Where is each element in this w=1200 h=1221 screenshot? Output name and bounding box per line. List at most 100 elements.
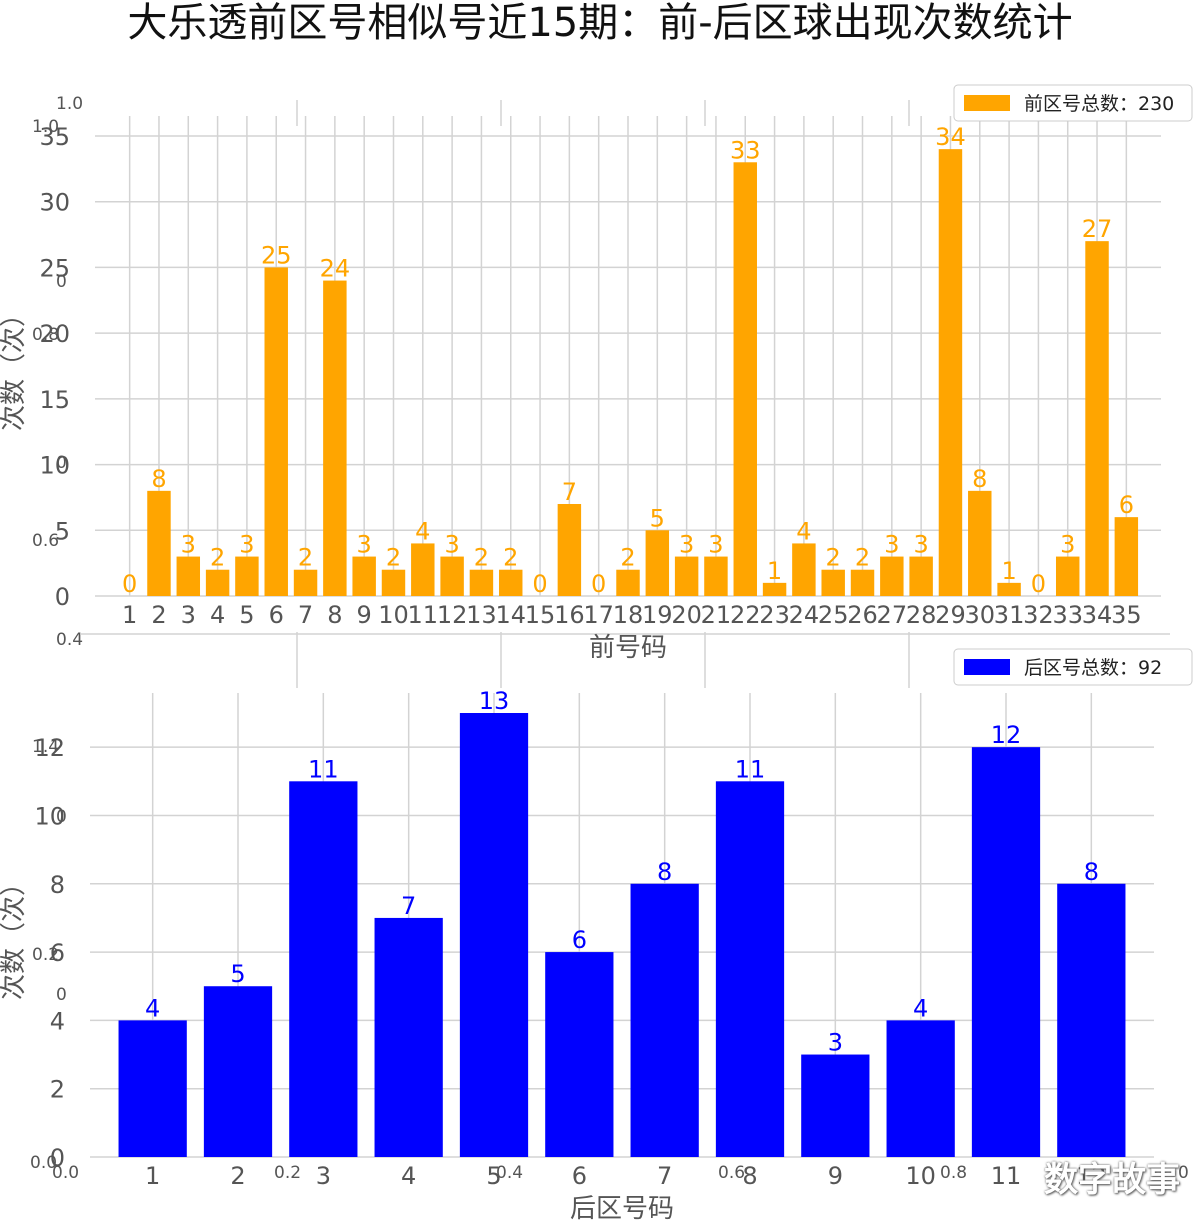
bar bbox=[616, 569, 640, 596]
data-label: 3 bbox=[444, 531, 459, 559]
y-axis-label: 次数（次） bbox=[0, 301, 29, 431]
x-tick-label: 4 bbox=[210, 601, 225, 629]
y-tick-label: 15 bbox=[39, 386, 70, 414]
bar bbox=[499, 569, 523, 596]
bar bbox=[909, 556, 933, 596]
x-tick-label: 5 bbox=[239, 601, 254, 629]
data-label: 11 bbox=[308, 755, 339, 783]
bar bbox=[821, 569, 845, 596]
bar bbox=[630, 883, 699, 1157]
data-label: 3 bbox=[181, 531, 196, 559]
stray-tick: 0.6 bbox=[32, 531, 59, 551]
back-zone-chart: 0 2 4 6 8 10 12 4 1 5 2 11 3 7 4 13 5 6 6 8 7 11 8 3 9 4 10 12 11 8 12… bbox=[0, 648, 1193, 1221]
stray-tick: 0.6 bbox=[718, 1163, 745, 1183]
data-label: 4 bbox=[145, 994, 160, 1022]
data-label: 3 bbox=[884, 531, 899, 559]
stray-tick: 0.4 bbox=[56, 630, 83, 650]
x-tick-label: 7 bbox=[298, 601, 313, 629]
y-tick-label: 20 bbox=[39, 320, 70, 348]
x-tick-label: 30 bbox=[964, 601, 995, 629]
data-label: 27 bbox=[1082, 215, 1113, 243]
x-tick-label: 2 bbox=[151, 601, 166, 629]
y-tick-label: 0 bbox=[55, 583, 70, 611]
x-axis-label: 前号码 bbox=[589, 633, 667, 663]
x-tick-label: 10 bbox=[905, 1162, 936, 1190]
y-tick-label: 10 bbox=[39, 452, 70, 480]
x-tick-label: 23 bbox=[759, 601, 790, 629]
x-tick-label: 1 bbox=[145, 1162, 160, 1190]
x-axis-label: 后区号码 bbox=[570, 1194, 674, 1221]
data-label: 3 bbox=[914, 531, 929, 559]
stray-ticks-bottom: 1.4 0 0.2 0 0.0 0.0 0.2 0.4 0.6 0.8 0 bbox=[30, 737, 1189, 1183]
data-label: 11 bbox=[735, 755, 766, 783]
x-tick-label: 25 bbox=[818, 601, 849, 629]
stray-tick: 1.0 bbox=[32, 117, 59, 137]
data-label: 2 bbox=[474, 544, 489, 572]
data-label: 0 bbox=[532, 570, 547, 598]
x-tick-label: 28 bbox=[906, 601, 937, 629]
data-label: 4 bbox=[913, 994, 928, 1022]
x-tick-label: 1 bbox=[122, 601, 137, 629]
front-zone-chart: 0510152025303501823324352562724839210411… bbox=[0, 84, 1193, 663]
bar bbox=[374, 917, 443, 1157]
y-tick-label: 25 bbox=[39, 254, 70, 282]
x-tick-label: 24 bbox=[789, 601, 820, 629]
data-label: 6 bbox=[572, 926, 587, 954]
bar bbox=[352, 556, 376, 596]
x-tick-label: 34 bbox=[1082, 601, 1113, 629]
bar bbox=[733, 162, 757, 597]
data-label: 2 bbox=[298, 544, 313, 572]
x-tick-label: 27 bbox=[877, 601, 908, 629]
legend: 前区号总数：230 bbox=[953, 84, 1193, 122]
bar bbox=[459, 713, 529, 1157]
x-tick-label: 3 bbox=[316, 1162, 331, 1190]
bar bbox=[645, 530, 670, 596]
data-label: 2 bbox=[620, 544, 635, 572]
x-tick-label: 5 bbox=[486, 1162, 501, 1190]
bar bbox=[886, 1020, 955, 1157]
data-label: 12 bbox=[991, 721, 1022, 749]
x-tick-label: 20 bbox=[671, 601, 702, 629]
x-tick-label: 12 bbox=[437, 601, 468, 629]
data-label: 3 bbox=[708, 531, 723, 559]
x-tick-label: 35 bbox=[1111, 601, 1142, 629]
stray-tick: 0 bbox=[56, 985, 67, 1005]
stray-tick: 0.2 bbox=[32, 945, 59, 965]
bar bbox=[1055, 556, 1080, 596]
watermark: 数字故事 bbox=[1044, 1160, 1180, 1200]
x-tick-label: 18 bbox=[613, 601, 644, 629]
bar bbox=[801, 1054, 870, 1157]
bar bbox=[715, 781, 785, 1157]
y-tick-label: 6 bbox=[50, 939, 65, 967]
data-label: 1 bbox=[767, 557, 782, 585]
bar bbox=[997, 582, 1021, 596]
bar bbox=[971, 747, 1041, 1157]
stray-tick: 0.0 bbox=[52, 1163, 79, 1183]
bar bbox=[118, 1020, 187, 1157]
y-axis-label: 次数（次） bbox=[0, 870, 29, 1000]
stray-ticks-top: 1.0 0 0 0.6 0.4 1.0 0.8 bbox=[32, 94, 83, 650]
stray-tick: 1.0 bbox=[56, 94, 83, 114]
x-tick-label: 17 bbox=[583, 601, 614, 629]
bar bbox=[762, 582, 787, 596]
y-tick-label: 0 bbox=[50, 1144, 65, 1172]
legend: 后区号总数：92 bbox=[953, 648, 1193, 686]
data-label: 2 bbox=[386, 544, 401, 572]
bar bbox=[203, 986, 273, 1157]
x-tick-label: 7 bbox=[657, 1162, 672, 1190]
x-tick-label: 19 bbox=[642, 601, 673, 629]
data-label: 5 bbox=[650, 504, 665, 532]
data-label: 8 bbox=[1084, 858, 1099, 886]
bar bbox=[545, 952, 614, 1157]
data-label: 7 bbox=[401, 892, 416, 920]
y-tick-label: 35 bbox=[39, 123, 70, 151]
stray-tick: 1.4 bbox=[32, 737, 59, 757]
data-label: 5 bbox=[230, 960, 245, 988]
bar bbox=[440, 556, 464, 596]
x-tick-label: 13 bbox=[466, 601, 497, 629]
x-tick-label: 21 bbox=[701, 601, 732, 629]
data-label: 4 bbox=[796, 517, 811, 545]
bar bbox=[289, 781, 358, 1157]
y-tick-label: 30 bbox=[39, 189, 70, 217]
